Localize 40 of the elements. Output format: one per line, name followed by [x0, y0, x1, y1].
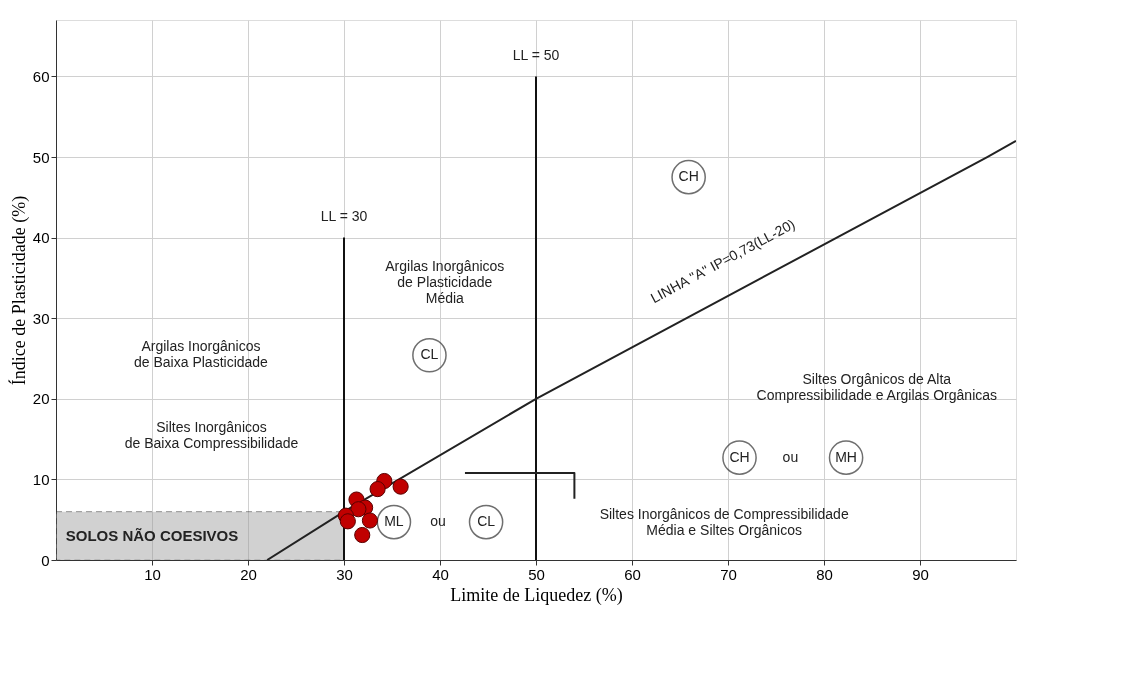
point	[350, 501, 367, 518]
annotation: ou	[782, 448, 799, 465]
annotation: Siltes Inorgânicos de Baixa Compressibilidade	[124, 418, 299, 451]
annotation: Siltes Orgânicos de Alta Compressibilidade e Argilas Orgânicas	[756, 371, 998, 404]
point	[392, 478, 409, 495]
point	[361, 512, 378, 529]
annotation: LL = 50	[512, 47, 560, 64]
y-tick-label: 30	[32, 309, 50, 327]
y-axis-title: Índice de Plasticidade (%)	[7, 195, 30, 386]
annotation: ou	[430, 513, 446, 530]
point	[339, 513, 356, 530]
annotation: Argilas Inorgânicos de Plasticidade Média	[385, 258, 505, 307]
x-axis-title: Limite de Liquedez (%)	[450, 584, 623, 606]
annotation: Siltes Inorgânicos de Compressibilidade Média e Siltes Orgânicos	[599, 505, 849, 538]
y-tick-label: 20	[32, 390, 50, 408]
x-tick-label: 50	[528, 565, 545, 583]
x-tick-label: 30	[336, 565, 353, 583]
annotation: CL	[420, 346, 439, 363]
x-tick-label: 80	[816, 565, 833, 583]
point	[354, 526, 371, 544]
y-tick-label: 40	[32, 229, 50, 247]
x-tick-label: 40	[432, 565, 449, 583]
x-tick-label: 90	[912, 565, 929, 583]
x-tick-label: 60	[624, 565, 641, 583]
x-tick-label: 20	[240, 565, 257, 583]
annotation: ML	[384, 513, 404, 530]
x-tick-label: 70	[720, 565, 737, 583]
annotation: SOLOS NÃO COESIVOS	[65, 526, 239, 544]
y-tick-label: 50	[32, 148, 50, 166]
annotation: Argilas Inorgânicos de Baixa Plasticidade	[134, 338, 269, 371]
annotation: MH	[835, 448, 857, 465]
x-tick-label: 10	[144, 565, 161, 583]
annotation: CH	[729, 448, 750, 465]
point	[369, 481, 386, 498]
y-tick-label: 10	[32, 470, 50, 488]
y-tick-label: 60	[32, 67, 50, 85]
annotation: CL	[477, 513, 496, 530]
y-tick-label: 0	[41, 551, 50, 569]
annotation: CH	[678, 168, 699, 185]
annotation: LL = 30	[320, 208, 368, 225]
